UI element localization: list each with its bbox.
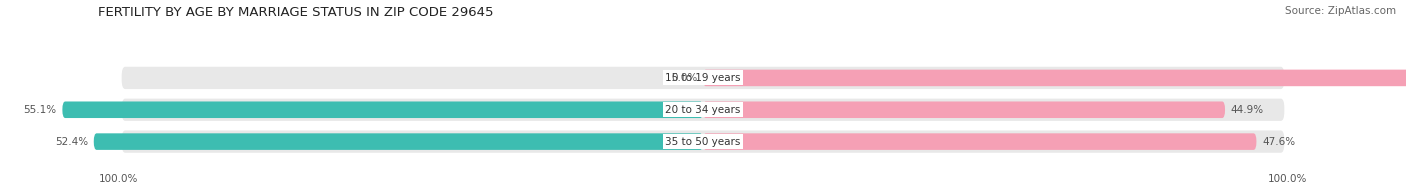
Text: 35 to 50 years: 35 to 50 years: [665, 137, 741, 147]
FancyBboxPatch shape: [94, 133, 703, 150]
Text: 47.6%: 47.6%: [1263, 137, 1295, 147]
Text: 100.0%: 100.0%: [98, 174, 138, 184]
Text: 100.0%: 100.0%: [1268, 174, 1308, 184]
FancyBboxPatch shape: [703, 133, 1257, 150]
Text: 44.9%: 44.9%: [1230, 105, 1264, 115]
Text: 55.1%: 55.1%: [24, 105, 56, 115]
Text: 0.0%: 0.0%: [671, 73, 697, 83]
Text: Source: ZipAtlas.com: Source: ZipAtlas.com: [1285, 6, 1396, 16]
FancyBboxPatch shape: [122, 99, 1284, 121]
FancyBboxPatch shape: [62, 102, 703, 118]
Text: 52.4%: 52.4%: [55, 137, 89, 147]
Text: 20 to 34 years: 20 to 34 years: [665, 105, 741, 115]
FancyBboxPatch shape: [122, 131, 1284, 153]
FancyBboxPatch shape: [703, 70, 1406, 86]
Legend: Married, Unmarried: Married, Unmarried: [636, 193, 770, 196]
Text: 15 to 19 years: 15 to 19 years: [665, 73, 741, 83]
Text: FERTILITY BY AGE BY MARRIAGE STATUS IN ZIP CODE 29645: FERTILITY BY AGE BY MARRIAGE STATUS IN Z…: [98, 6, 494, 19]
FancyBboxPatch shape: [703, 102, 1225, 118]
FancyBboxPatch shape: [122, 67, 1284, 89]
